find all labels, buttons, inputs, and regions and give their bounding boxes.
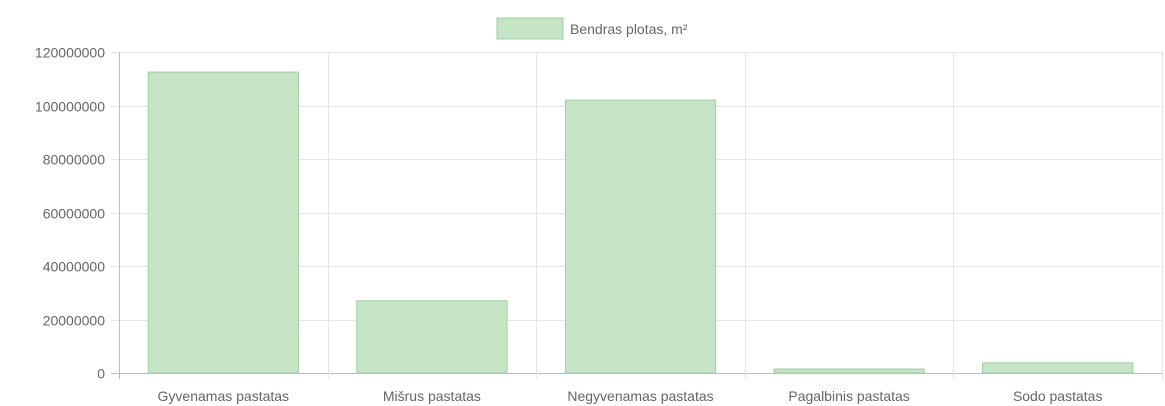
- y-tick-label: 0: [97, 366, 105, 382]
- x-tick-label: Sodo pastatas: [1013, 388, 1103, 404]
- y-tick-label: 120000000: [35, 45, 105, 61]
- bar-negyvenamas-pastatas[interactable]: [564, 99, 717, 374]
- bar-sodo-pastatas[interactable]: [982, 362, 1134, 374]
- bars-layer: [147, 71, 1134, 374]
- y-tick-label: 80000000: [43, 152, 106, 168]
- y-tick-label: 20000000: [43, 313, 106, 329]
- bar-pagalbinis-pastatas[interactable]: [773, 368, 925, 374]
- x-tick-label: Negyvenamas pastatas: [567, 388, 713, 404]
- legend-swatch[interactable]: [496, 17, 564, 40]
- x-tick-label: Pagalbinis pastatas: [788, 388, 909, 404]
- x-tick-label: Gyvenamas pastatas: [158, 388, 290, 404]
- bar-mi-rus-pastatas[interactable]: [356, 300, 508, 374]
- bar-gyvenamas-pastatas[interactable]: [147, 71, 299, 374]
- x-tick-label: Mišrus pastatas: [383, 388, 481, 404]
- y-tick-label: 60000000: [43, 206, 106, 222]
- axis-layer: 0 20000000 40000000 60000000 80000000 1000000…: [35, 45, 1103, 405]
- y-tick-label: 100000000: [35, 99, 105, 115]
- legend[interactable]: Bendras plotas, m²: [496, 17, 688, 40]
- y-tick-label: 40000000: [43, 259, 106, 275]
- legend-label[interactable]: Bendras plotas, m²: [570, 21, 688, 37]
